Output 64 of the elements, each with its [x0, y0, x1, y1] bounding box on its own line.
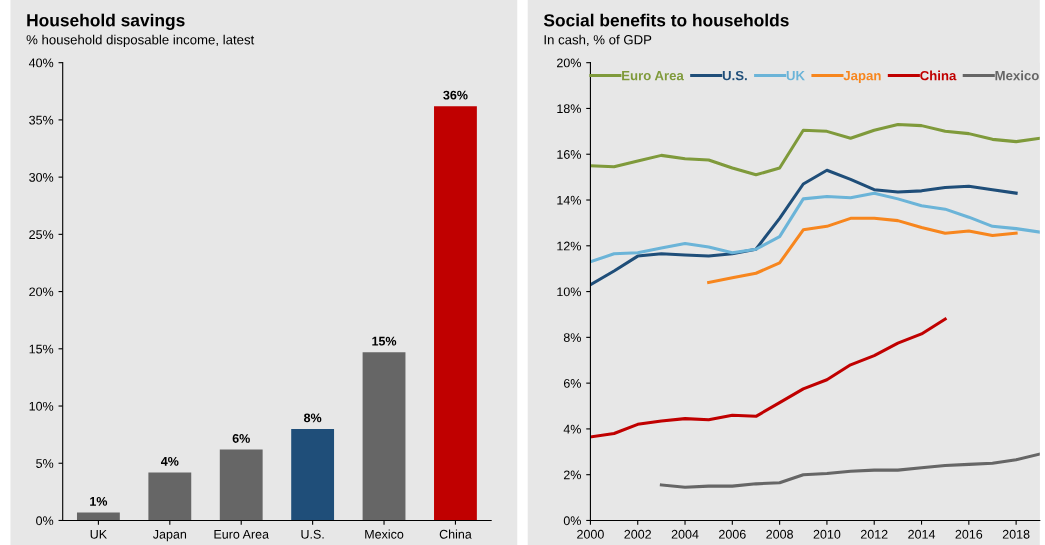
x-tick-label: 2006 [719, 529, 746, 539]
line-series [590, 317, 947, 439]
x-tick-label: 2016 [955, 529, 983, 539]
legend-label: Mexico [995, 70, 1039, 81]
bar [148, 472, 192, 521]
chart-subtitle: % household disposable income, latest [26, 34, 255, 48]
data-label: 15% [372, 336, 397, 346]
line-series [590, 122, 1040, 177]
line-series [590, 168, 1018, 287]
x-tick-label: 2008 [766, 529, 793, 539]
y-tick-label: 14% [557, 195, 581, 205]
x-tick-label: 2000 [577, 529, 604, 539]
legend-label: Japan [843, 71, 881, 83]
y-tick-label: 6% [563, 378, 581, 388]
y-tick-label: 30% [29, 172, 54, 182]
y-tick-label: 8% [563, 333, 581, 343]
bar [362, 352, 406, 521]
y-tick-label: 10% [29, 401, 54, 411]
bar [219, 449, 263, 521]
y-tick-label: 12% [557, 241, 581, 251]
legend-label: UK [786, 71, 805, 81]
y-tick-label: 25% [29, 230, 54, 239]
y-tick-label: 4% [563, 424, 581, 434]
y-tick-label: 15% [29, 344, 54, 354]
y-tick-label: 0% [563, 516, 581, 526]
x-tick-label: 2004 [671, 529, 699, 539]
x-tick-label: Mexico [365, 529, 404, 539]
y-tick-label: 20% [29, 287, 54, 297]
bar [434, 106, 477, 521]
line-series [707, 216, 1018, 284]
data-label: 6% [232, 434, 250, 443]
legend-label: China [920, 70, 957, 81]
chart-title: Household savings [27, 13, 185, 30]
legend-label: U.S. [722, 70, 747, 81]
data-label: 1% [90, 497, 108, 506]
x-tick-label: 2002 [624, 529, 651, 539]
line-series [590, 191, 1040, 264]
data-label: 36% [443, 90, 468, 100]
x-tick-label: Euro Area [214, 529, 270, 539]
y-tick-label: 16% [557, 150, 581, 159]
y-tick-label: 20% [557, 58, 581, 68]
x-tick-label: 2018 [1002, 529, 1030, 539]
y-tick-label: 5% [36, 459, 54, 468]
y-tick-label: 0% [36, 516, 54, 526]
chart-title: Social benefits to households [543, 13, 789, 27]
x-tick-label: 2012 [860, 529, 888, 539]
line-series [659, 452, 1040, 489]
x-tick-label: U.S. [301, 529, 324, 539]
chart-subtitle: In cash, % of GDP [544, 34, 652, 46]
y-tick-label: 18% [557, 104, 581, 114]
x-tick-label: 2014 [908, 529, 936, 539]
y-tick-label: 10% [557, 287, 581, 297]
x-tick-label: 2010 [813, 529, 841, 539]
legend-label: Euro Area [622, 71, 684, 81]
y-tick-label: 35% [29, 115, 54, 125]
x-tick-label: China [439, 529, 472, 539]
y-tick-label: 2% [563, 470, 581, 480]
bar [291, 428, 335, 521]
x-tick-label: UK [90, 529, 107, 539]
data-label: 8% [303, 413, 322, 423]
data-label: 4% [160, 456, 179, 466]
x-tick-label: Japan [152, 529, 187, 542]
bar [76, 512, 120, 521]
y-tick-label: 40% [28, 58, 54, 68]
